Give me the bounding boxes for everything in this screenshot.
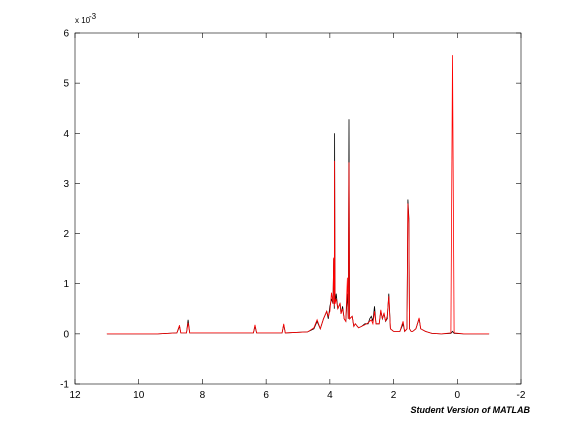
series-line-red (106, 55, 490, 335)
axes-box (74, 32, 522, 385)
y-multiplier-exponent: -3 (89, 12, 97, 21)
y-multiplier: x 10 -3 (75, 12, 97, 25)
y-tick-label: 1 (63, 279, 69, 290)
x-tick-label: 8 (200, 390, 206, 401)
y-tick-label: 6 (63, 29, 69, 40)
x-tick-label: 4 (327, 390, 333, 401)
watermark-text: Student Version of MATLAB (411, 405, 531, 415)
y-tick-label: 3 (63, 179, 69, 190)
y-tick-label: -1 (60, 380, 69, 391)
y-multiplier-base: x 10 (75, 16, 91, 25)
y-tick-label: 4 (63, 129, 69, 140)
y-axis: -1 0 1 2 3 4 5 6 (60, 29, 521, 391)
x-axis: 12 10 8 6 4 2 0 -2 (69, 33, 526, 401)
x-tick-label: 12 (69, 390, 81, 401)
series-layer (106, 55, 490, 335)
x-tick-label: 6 (263, 390, 269, 401)
x-tick-label: 0 (455, 390, 461, 401)
x-tick-label: 10 (133, 390, 145, 401)
x-tick-label: -2 (517, 390, 526, 401)
x-tick-label: 2 (391, 390, 397, 401)
y-tick-label: 0 (63, 329, 69, 340)
y-tick-label: 5 (63, 79, 69, 90)
y-tick-label: 2 (63, 229, 69, 240)
